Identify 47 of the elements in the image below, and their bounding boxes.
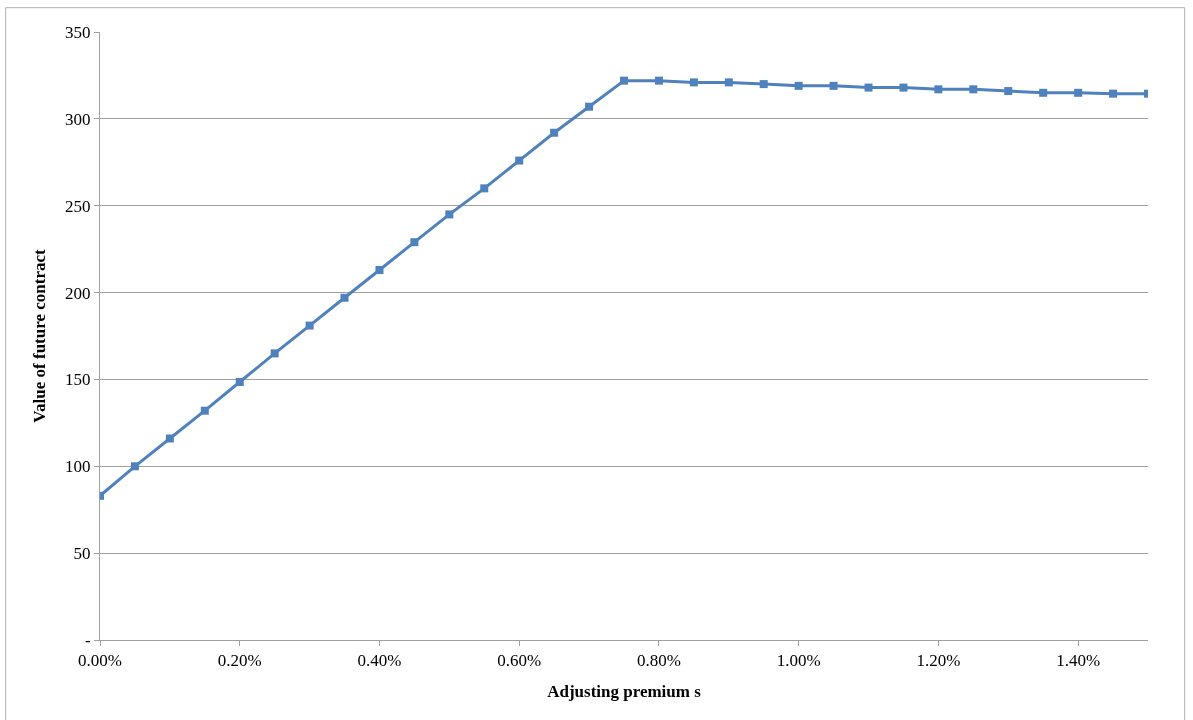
point (130, 462, 139, 471)
point (235, 378, 244, 387)
point (410, 238, 419, 247)
x-tick-label: 1.20% (916, 651, 961, 671)
point (689, 78, 698, 87)
point (829, 81, 838, 90)
x-tick-label: 0.80% (636, 651, 681, 671)
point (165, 434, 174, 443)
x-tick-label: 0.40% (357, 651, 402, 671)
point (375, 265, 384, 274)
point (654, 76, 663, 85)
point (1109, 89, 1118, 98)
y-tick-label: - (84, 630, 91, 650)
point (200, 406, 209, 415)
y-tick-label: 300 (65, 109, 91, 129)
x-tick-label: 1.00% (776, 651, 821, 671)
point (515, 156, 524, 165)
point (1074, 88, 1083, 97)
x-axis-title: Adjusting premium s (547, 681, 702, 701)
point (864, 83, 873, 92)
point (794, 81, 803, 90)
y-tick-label: 50 (73, 544, 91, 564)
point (1004, 87, 1013, 96)
point (899, 83, 908, 92)
point (1039, 88, 1048, 97)
point (969, 85, 978, 94)
point (620, 76, 628, 85)
y-tick-label: 150 (65, 370, 91, 390)
y-tick-label: 250 (65, 196, 91, 216)
x-tick-label: 0.20% (217, 651, 262, 671)
x-tick-label: 0.00% (78, 651, 122, 671)
point (480, 184, 489, 193)
point (724, 78, 733, 87)
point (759, 80, 768, 89)
point (270, 349, 279, 358)
x-tick-label: 0.60% (497, 651, 542, 671)
point (934, 85, 943, 94)
point (550, 128, 559, 137)
point (445, 210, 454, 219)
y-tick-label: 350 (65, 22, 91, 42)
point (305, 321, 314, 330)
point (585, 102, 594, 111)
y-tick-label: 100 (65, 457, 91, 477)
x-tick-label: 1.40% (1056, 651, 1101, 671)
y-tick-label: 200 (65, 283, 91, 303)
point (340, 293, 349, 302)
y-axis-title: Value of future contract (29, 249, 49, 423)
